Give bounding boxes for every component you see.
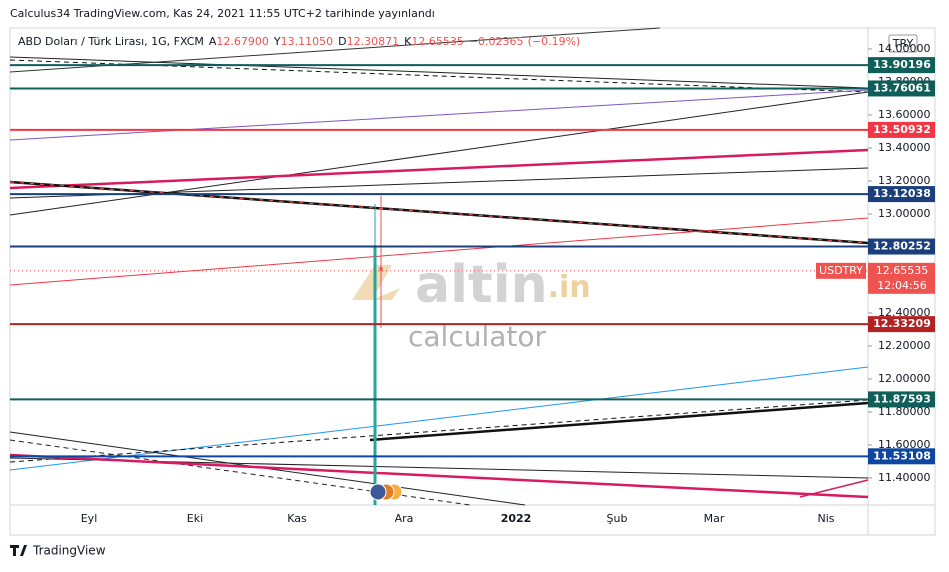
level-label: 13.76061 (873, 81, 931, 94)
level-label: 11.87593 (873, 392, 931, 405)
trend-line (9, 89, 869, 141)
candle-body (373, 245, 377, 506)
change-pct: (−0.19%) (528, 35, 581, 48)
last-symbol: USDTRY (819, 264, 863, 277)
ohlc-value: 12.65535 (411, 35, 464, 48)
trend-line (9, 148, 869, 190)
y-tick-label: 11.60000 (878, 438, 931, 451)
footer: TradingView (10, 544, 106, 558)
y-tick-label: 11.40000 (878, 471, 931, 484)
trend-line (9, 56, 869, 89)
footer-text: TradingView (32, 544, 106, 558)
trend-lines (9, 27, 869, 506)
level-label-bg (868, 238, 935, 255)
ohlc-key: K (404, 35, 412, 48)
level-label-bg (868, 80, 935, 97)
watermark-brand: altin.in (415, 255, 591, 315)
level-label-bg (868, 186, 935, 203)
last-price-bg (868, 262, 935, 294)
y-tick-label: 13.00000 (878, 207, 931, 220)
countdown: 12:04:56 (877, 279, 926, 292)
y-tick-label: 11.80000 (878, 405, 931, 418)
level-label: 13.90196 (873, 58, 931, 71)
level-label-bg (868, 121, 935, 138)
x-tick-label: Ara (395, 512, 414, 525)
x-tick-label: Eyl (81, 512, 98, 525)
last-price: 12.65535 (876, 264, 929, 277)
ohlc-value: 13.11050 (281, 35, 334, 48)
watermark-suffix: .in (548, 270, 591, 305)
trend-line (9, 59, 869, 93)
trend-line (9, 181, 869, 244)
y-tick-label: 13.60000 (878, 108, 931, 121)
trend-line (799, 479, 869, 498)
level-label: 12.80252 (873, 240, 931, 253)
y-tick-label: 12.00000 (878, 372, 931, 385)
legend: ABD Doları / Türk Lirası, 1G, FXCM A12.67… (18, 35, 580, 48)
event-icon (369, 483, 387, 501)
trend-line (9, 453, 869, 499)
ohlc-key: Y (273, 35, 281, 48)
candle-body (379, 266, 383, 271)
y-tick-label: 14.00000 (878, 42, 931, 55)
level-label-bg (868, 391, 935, 408)
trend-line (369, 401, 869, 442)
x-tick-label: 2022 (501, 512, 532, 525)
trend-line (9, 217, 869, 286)
x-tick-label: Eki (187, 512, 203, 525)
ohlc-value: 12.67900 (216, 35, 269, 48)
watermark-tagline: calculator (408, 320, 547, 353)
tv-logo (10, 545, 27, 556)
watermark-brand-text: altin (415, 255, 548, 315)
y-tick-label: 12.40000 (878, 306, 931, 319)
level-label-bg (868, 448, 935, 465)
x-tick-label: Kas (287, 512, 307, 525)
change: −0.02365 (469, 35, 524, 48)
ohlc-key: A (209, 35, 217, 48)
ohlc-value: 12.30871 (347, 35, 400, 48)
publish-header: Calculus34 TradingView.com, Kas 24, 2021… (10, 7, 435, 20)
currency-box[interactable] (888, 34, 918, 53)
level-label: 11.53108 (873, 449, 931, 462)
y-tick-label: 12.20000 (878, 339, 931, 352)
level-label: 12.33209 (873, 317, 931, 330)
level-label-bg (868, 57, 935, 74)
currency[interactable]: TRY (892, 37, 914, 50)
y-tick-label: 13.40000 (878, 141, 931, 154)
ohlc-key: D (338, 35, 346, 48)
y-tick-label: 13.20000 (878, 174, 931, 187)
level-label-bg (868, 316, 935, 333)
level-label: 13.50932 (873, 123, 931, 136)
x-tick-label: Mar (704, 512, 725, 525)
x-tick-label: Şub (607, 512, 628, 525)
trend-line (9, 366, 869, 471)
symbol-title: ABD Doları / Türk Lirası, 1G, FXCM (18, 35, 204, 48)
last-symbol-bg (816, 262, 866, 279)
x-tick-label: Nis (817, 512, 834, 525)
level-label: 13.12038 (873, 187, 931, 200)
